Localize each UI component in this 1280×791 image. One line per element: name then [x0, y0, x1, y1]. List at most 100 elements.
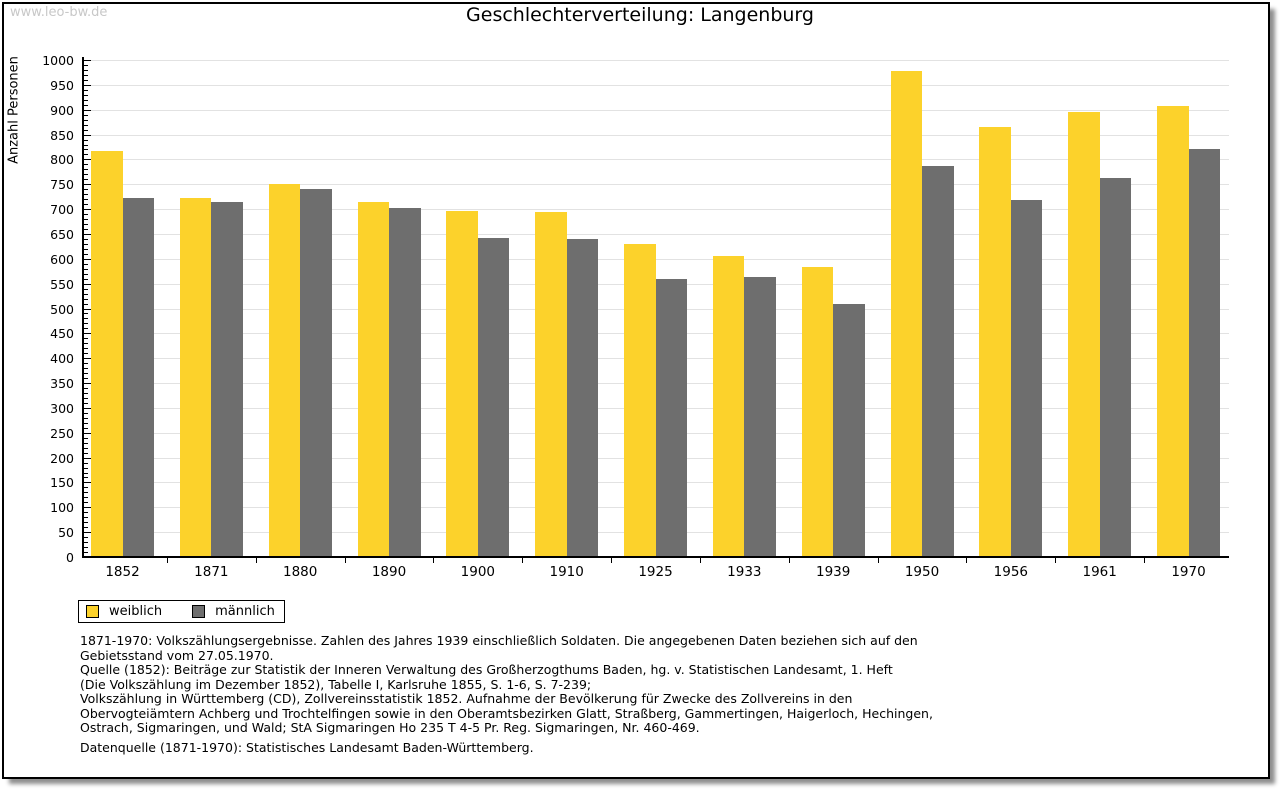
y-tick-mark: [84, 199, 88, 201]
y-tick-label-400: 400: [50, 351, 74, 367]
data-source-line: Datenquelle (1871-1970): Statistisches L…: [80, 740, 534, 755]
y-tick-mark: [84, 60, 91, 61]
y-tick-mark: [84, 139, 88, 141]
y-tick-mark: [84, 64, 88, 66]
footnote-line: (Die Volkszählung im Dezember 1852), Tab…: [80, 676, 592, 692]
y-tick-mark: [84, 333, 91, 335]
y-tick-mark: [84, 388, 88, 390]
y-tick-mark: [84, 174, 88, 176]
bar-group-1871: [179, 56, 243, 557]
y-tick-mark: [84, 348, 88, 350]
y-tick-mark: [84, 452, 88, 454]
y-tick-mark: [84, 313, 88, 315]
y-tick-mark: [84, 507, 91, 509]
y-tick-mark: [84, 253, 88, 255]
y-tick-mark: [84, 542, 88, 544]
gridline-600: [84, 258, 1229, 260]
bar-weiblich-1890: [357, 202, 389, 557]
x-tick-mark: [611, 558, 613, 563]
x-tick-label-1925: 1925: [638, 564, 673, 580]
bar-group-1970: [1157, 56, 1220, 557]
y-tick-mark: [84, 343, 88, 345]
y-tick-label-550: 550: [50, 276, 74, 292]
y-tick-mark: [84, 442, 88, 444]
y-tick-label-0: 0: [66, 550, 74, 565]
legend-label-weiblich: weiblich: [109, 604, 163, 619]
y-tick-mark: [84, 179, 88, 181]
y-tick-label-850: 850: [50, 127, 74, 143]
y-tick-mark: [84, 522, 88, 524]
legend-item-maennlich: männlich: [192, 604, 275, 619]
y-tick-label-800: 800: [50, 152, 74, 168]
y-tick-mark: [84, 397, 88, 399]
y-tick-mark: [84, 318, 88, 320]
y-tick-label-500: 500: [50, 301, 74, 317]
y-tick-mark: [84, 298, 88, 300]
bar-männlich-1950: [922, 165, 954, 557]
y-tick-mark: [84, 492, 88, 494]
x-tick-label-1950: 1950: [904, 564, 940, 580]
x-tick-mark: [255, 558, 257, 563]
footnotes-block: 1871-1970: Volkszählungsergebnisse. Zahl…: [80, 633, 1190, 736]
y-tick-mark: [84, 437, 88, 439]
footnote-line: Volkszählung in Württemberg (CD), Zollve…: [80, 691, 853, 706]
y-tick-mark: [84, 378, 88, 380]
y-tick-mark: [84, 383, 91, 385]
y-tick-mark: [84, 293, 88, 295]
x-tick-mark: [788, 558, 790, 563]
y-tick-mark: [84, 194, 88, 196]
gridline-900: [84, 109, 1229, 111]
y-tick-mark: [84, 552, 88, 554]
bar-weiblich-1970: [1157, 105, 1189, 557]
y-tick-label-650: 650: [50, 226, 74, 242]
gridline-650: [84, 233, 1229, 235]
y-tick-mark: [84, 502, 88, 504]
bar-weiblich-1880: [268, 184, 301, 557]
bar-group-1950: [890, 56, 954, 557]
y-tick-mark: [84, 124, 88, 126]
x-axis-line: [82, 556, 1229, 558]
x-tick-mark: [166, 558, 168, 563]
y-tick-mark: [84, 537, 88, 539]
bar-group-1890: [357, 56, 421, 557]
gridline-800: [84, 159, 1229, 161]
y-tick-mark: [84, 368, 88, 370]
bar-weiblich-1961: [1068, 112, 1100, 557]
bar-männlich-1956: [1010, 199, 1043, 557]
y-tick-mark: [84, 189, 88, 191]
y-tick-mark: [84, 412, 88, 414]
y-tick-label-900: 900: [50, 102, 74, 118]
x-tick-mark: [1144, 558, 1146, 563]
y-tick-mark: [84, 417, 88, 419]
x-tick-label-1890: 1890: [371, 564, 407, 580]
bar-weiblich-1939: [801, 266, 834, 557]
y-tick-mark: [84, 243, 88, 245]
y-tick-mark: [84, 214, 88, 216]
watermark-text: www.leo-bw.de: [10, 5, 108, 20]
footnote-line: Obervogteiämtern Achberg und Trochtelfin…: [80, 705, 933, 721]
y-tick-mark: [84, 363, 88, 365]
bar-männlich-1852: [122, 197, 154, 557]
bar-weiblich-1925: [624, 243, 656, 557]
x-tick-mark: [699, 558, 701, 563]
y-tick-mark: [84, 477, 88, 479]
x-tick-mark: [877, 558, 879, 563]
bar-group-1852: [91, 56, 154, 557]
y-tick-mark: [84, 258, 91, 260]
gridline-1000: [84, 60, 1229, 61]
bar-weiblich-1871: [179, 197, 212, 557]
gridline-950: [84, 84, 1229, 86]
y-tick-mark: [84, 308, 91, 310]
x-tick-label-1900: 1900: [460, 564, 496, 580]
legend-item-weiblich: weiblich: [86, 604, 162, 619]
y-tick-mark: [84, 129, 88, 131]
y-axis-line: [82, 57, 84, 558]
bar-group-1933: [712, 56, 776, 557]
bar-weiblich-1900: [446, 211, 478, 557]
y-tick-mark: [84, 512, 88, 514]
x-tick-label-1970: 1970: [1171, 564, 1206, 580]
footnote-line: Gebietsstand vom 27.05.1970.: [80, 647, 274, 663]
y-tick-label-250: 250: [50, 425, 74, 441]
y-tick-mark: [84, 99, 88, 101]
